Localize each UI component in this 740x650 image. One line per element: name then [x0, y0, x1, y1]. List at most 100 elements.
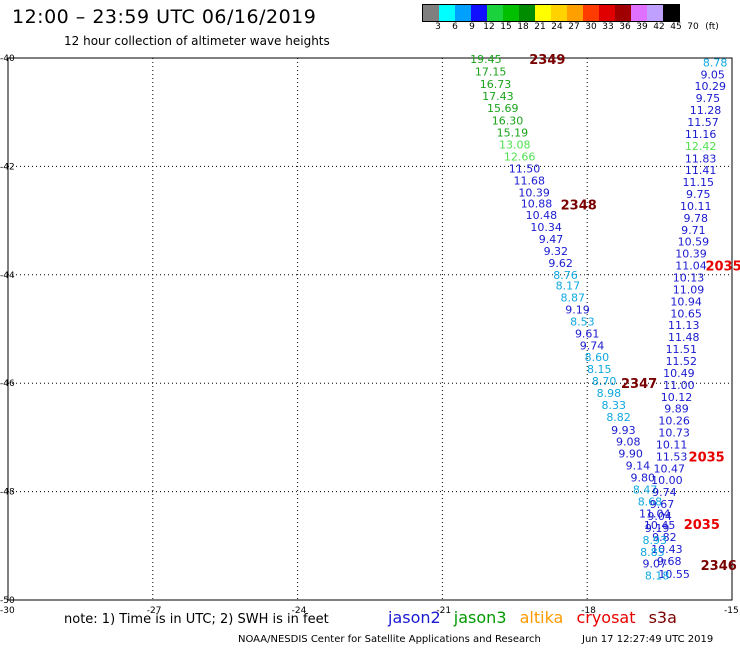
- wave-height-label: 8.93: [643, 534, 668, 547]
- color-scale-tick: 33: [602, 22, 614, 32]
- color-swatch: [471, 5, 487, 21]
- wave-height-label: 10.34: [530, 221, 562, 234]
- wave-height-label: 11.04: [639, 507, 671, 520]
- color-swatch: [583, 5, 599, 21]
- wave-height-label: 11.52: [666, 355, 698, 368]
- wave-height-label: 11.13: [668, 319, 700, 332]
- color-scale-bar: [422, 4, 680, 22]
- wave-height-label: 8.18: [645, 570, 670, 583]
- wave-height-label: 11.04: [675, 260, 707, 273]
- color-swatch: [487, 5, 503, 21]
- wave-height-label: 9.04: [647, 510, 672, 523]
- pass-time-label: 2035: [684, 518, 720, 533]
- legend-altika: altika: [519, 608, 564, 627]
- color-scale-labels: 3 6 9 12 15 18 21 24 27 30 33 36 39 42 45 70 (ft): [422, 22, 740, 34]
- wave-height-label: 9.68: [657, 555, 682, 568]
- color-swatch: [519, 5, 535, 21]
- wave-height-label: 11.51: [666, 343, 698, 356]
- wave-height-label: 19.45: [470, 53, 502, 66]
- wave-height-label: 10.13: [673, 272, 705, 285]
- wave-height-label: 9.67: [650, 498, 675, 511]
- color-swatch: [439, 5, 455, 21]
- pass-time-label: 2349: [529, 53, 565, 68]
- wave-height-label: 8.78: [703, 56, 728, 69]
- color-scale-tick: 6: [452, 22, 458, 32]
- color-scale-tick: 15: [500, 22, 512, 32]
- wave-height-label: 10.88: [521, 197, 553, 210]
- lat-tick-label: -48: [0, 488, 15, 498]
- wave-height-label: 10.39: [518, 186, 550, 199]
- wave-height-label: 9.90: [618, 448, 643, 461]
- color-scale-tick: 70: [687, 22, 699, 32]
- wave-height-label: 11.41: [685, 164, 717, 177]
- wave-height-label: 8.60: [585, 351, 610, 364]
- wave-height-label: 10.47: [654, 462, 686, 475]
- map-frame: [7, 57, 733, 601]
- wave-height-label: 8.33: [601, 399, 626, 412]
- wave-height-label: 9.32: [544, 245, 569, 258]
- wave-height-label: 8.70: [592, 375, 617, 388]
- generated-timestamp: Jun 17 12:27:49 UTC 2019: [582, 634, 714, 645]
- color-swatch: [503, 5, 519, 21]
- color-scale-tick: 39: [636, 22, 648, 32]
- pass-time-label: 2035: [689, 450, 725, 465]
- wave-height-label: 9.08: [616, 436, 641, 449]
- wave-height-label: 8.15: [587, 363, 612, 376]
- wave-height-label: 9.80: [630, 472, 655, 485]
- wave-height-label: 9.19: [565, 303, 590, 316]
- wave-height-label: 10.94: [670, 295, 702, 308]
- color-swatch: [599, 5, 615, 21]
- color-swatch: [631, 5, 647, 21]
- pass-time-label: 2346: [701, 559, 737, 574]
- wave-height-label: 11.68: [514, 174, 546, 187]
- credit-line: NOAA/NESDIS Center for Satellite Applica…: [238, 634, 541, 645]
- legend-s3a: s3a: [648, 608, 677, 627]
- footnote: note: 1) Time is in UTC; 2) SWH is in fe…: [64, 612, 329, 627]
- wave-height-label: 17.15: [475, 66, 507, 79]
- wave-height-label: 8.87: [560, 292, 585, 305]
- wave-height-label: 10.59: [678, 236, 710, 249]
- chart-subtitle: 12 hour collection of altimeter wave hei…: [64, 34, 330, 48]
- color-swatch: [615, 5, 631, 21]
- wave-height-label: 9.47: [539, 233, 564, 246]
- wave-height-label: 10.55: [658, 568, 690, 581]
- wave-height-label: 16.73: [480, 78, 512, 91]
- wave-height-label: 17.43: [482, 90, 514, 103]
- wave-height-label: 16.30: [492, 114, 524, 127]
- color-swatch: [423, 5, 439, 21]
- wave-height-label: 15.19: [497, 126, 529, 139]
- pass-time-label: 2035: [705, 260, 740, 275]
- color-scale-tick: 24: [551, 22, 563, 32]
- pass-time-label: 2348: [561, 198, 597, 213]
- color-scale-tick: 30: [585, 22, 597, 32]
- color-scale-tick: 3: [435, 22, 441, 32]
- wave-height-label: 10.11: [656, 438, 688, 451]
- wave-height-label: 9.62: [548, 257, 573, 270]
- color-scale-tick: 45: [670, 22, 682, 32]
- wave-height-label: 11.00: [663, 379, 695, 392]
- color-scale-tick: 27: [568, 22, 580, 32]
- wave-height-label: 10.00: [651, 474, 683, 487]
- wave-height-label: 10.65: [670, 307, 702, 320]
- wave-height-label: 9.71: [681, 224, 706, 237]
- wave-height-label: 9.78: [684, 212, 709, 225]
- wave-height-label: 10.73: [658, 427, 690, 440]
- wave-height-label: 9.74: [652, 486, 677, 499]
- wave-height-label: 11.83: [685, 152, 717, 165]
- wave-height-label: 12.42: [685, 140, 717, 153]
- legend-jason3: jason3: [453, 608, 507, 627]
- wave-height-label: 8.17: [556, 280, 581, 293]
- legend-cryosat: cryosat: [576, 608, 636, 627]
- wave-height-label: 11.09: [673, 283, 705, 296]
- wave-height-label: 10.26: [658, 415, 690, 428]
- lon-tick-label: -21: [436, 606, 451, 616]
- pass-time-label: 2347: [621, 377, 657, 392]
- color-swatch: [663, 5, 679, 21]
- lon-tick-label: -30: [0, 606, 15, 616]
- wave-height-label: 9.74: [580, 339, 605, 352]
- wave-height-label: 10.12: [661, 391, 693, 404]
- wave-height-label: 13.08: [499, 139, 531, 152]
- wave-height-label: 9.07: [643, 558, 668, 571]
- wave-height-label: 8.98: [597, 387, 622, 400]
